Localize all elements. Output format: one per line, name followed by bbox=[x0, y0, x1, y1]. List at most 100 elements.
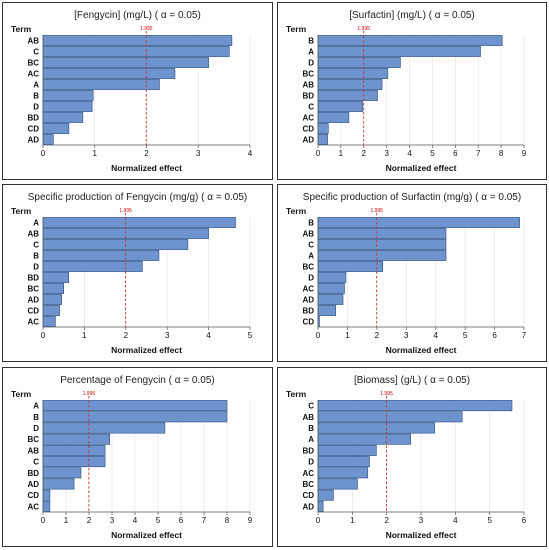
term-label-a: A bbox=[308, 252, 314, 261]
x-tick-label: 8 bbox=[499, 149, 504, 158]
x-tick-label: 2 bbox=[375, 331, 380, 340]
term-label-a: A bbox=[33, 219, 39, 228]
term-label-a: A bbox=[308, 435, 314, 444]
bar-b bbox=[42, 250, 160, 261]
critical-value-label: 1.995 bbox=[140, 26, 153, 32]
critical-value-label: 1.995 bbox=[380, 391, 393, 397]
bar-b bbox=[317, 217, 520, 228]
term-label-b: B bbox=[33, 252, 39, 261]
bar-c bbox=[42, 456, 106, 468]
term-label-ad: AD bbox=[27, 136, 39, 145]
term-label-ac: AC bbox=[27, 502, 39, 511]
x-tick-label: 1 bbox=[345, 331, 350, 340]
term-label-ac: AC bbox=[27, 318, 39, 327]
x-tick-label: 3 bbox=[384, 149, 389, 158]
bar-cd bbox=[42, 489, 51, 501]
chart-specific-fengycin: Specific production of Fengycin (mg/g) (… bbox=[11, 192, 253, 355]
term-label-bd: BD bbox=[302, 446, 314, 455]
bar-ac bbox=[317, 467, 369, 479]
x-tick-label: 5 bbox=[156, 516, 161, 525]
bar-b bbox=[317, 422, 436, 434]
term-label-bd: BD bbox=[27, 274, 39, 283]
bar-d bbox=[317, 272, 347, 283]
x-tick-label: 9 bbox=[522, 149, 527, 158]
x-tick-label: 7 bbox=[202, 516, 207, 525]
bar-bd bbox=[42, 112, 84, 123]
bar-bc bbox=[42, 283, 65, 294]
x-tick-label: 9 bbox=[248, 516, 253, 525]
term-label-ac: AC bbox=[302, 285, 314, 294]
bar-bc bbox=[317, 478, 358, 490]
x-axis-label: Normalized effect bbox=[111, 530, 182, 540]
term-label-ab: AB bbox=[302, 81, 314, 90]
term-label-cd: CD bbox=[27, 125, 39, 134]
term-label-bd: BD bbox=[302, 307, 314, 316]
term-axis-label: Term bbox=[11, 389, 32, 399]
x-axis-label: Normalized effect bbox=[111, 163, 182, 173]
bar-bc bbox=[317, 68, 389, 79]
x-tick-label: 5 bbox=[248, 331, 253, 340]
chart-title: Percentage of Fengycin ( α = 0.05) bbox=[60, 375, 214, 386]
bar-ab bbox=[317, 79, 383, 90]
bar-bd bbox=[317, 305, 336, 316]
critical-value-label: 1.995 bbox=[357, 26, 370, 32]
term-label-d: D bbox=[33, 263, 39, 272]
bar-bc bbox=[42, 433, 110, 445]
term-axis-label: Term bbox=[286, 389, 307, 399]
term-label-c: C bbox=[308, 241, 314, 250]
bar-ac bbox=[42, 316, 56, 327]
bar-c bbox=[317, 239, 447, 250]
bar-bd bbox=[42, 467, 82, 479]
chart-fengycin: [Fengycin] (mg/L) ( α = 0.05)TermABCBCAC… bbox=[11, 10, 253, 173]
chart-title: [Surfactin] (mg/L) ( α = 0.05) bbox=[349, 10, 475, 21]
chart-biomass: [Biomass] (g/L) ( α = 0.05)TermCABBABDDA… bbox=[286, 375, 527, 540]
x-tick-label: 1 bbox=[64, 516, 69, 525]
x-tick-label: 3 bbox=[419, 516, 424, 525]
x-tick-label: 3 bbox=[110, 516, 115, 525]
term-label-ab: AB bbox=[27, 37, 39, 46]
pareto-panel-biomass: [Biomass] (g/L) ( α = 0.05) Term C AB B A BD D A… bbox=[277, 367, 547, 547]
term-label-a: A bbox=[308, 48, 314, 57]
bar-ad bbox=[42, 294, 62, 305]
bar-ad bbox=[317, 500, 324, 512]
bar-cd bbox=[42, 123, 70, 134]
chart-title: Specific production of Surfactin (mg/g) … bbox=[303, 192, 521, 203]
term-label-a: A bbox=[33, 81, 39, 90]
x-tick-label: 2 bbox=[362, 149, 367, 158]
x-tick-label: 4 bbox=[453, 516, 458, 525]
bar-cd bbox=[317, 489, 334, 501]
bar-ab bbox=[317, 411, 463, 423]
chart-title: Specific production of Fengycin (mg/g) (… bbox=[28, 192, 248, 203]
bar-c bbox=[317, 101, 363, 112]
bar-ac bbox=[42, 500, 51, 512]
x-tick-label: 4 bbox=[433, 331, 438, 340]
bar-ac bbox=[317, 112, 350, 123]
bar-d bbox=[317, 456, 370, 468]
x-tick-label: 3 bbox=[196, 149, 201, 158]
bar-ab bbox=[42, 444, 106, 456]
bar-bc bbox=[42, 57, 209, 68]
x-tick-label: 4 bbox=[133, 516, 138, 525]
term-label-ab: AB bbox=[302, 413, 314, 422]
bar-d bbox=[317, 57, 401, 68]
bar-bc bbox=[317, 261, 384, 272]
term-label-d: D bbox=[308, 59, 314, 68]
chart-surfactin: [Surfactin] (mg/L) ( α = 0.05)TermBADBCA… bbox=[286, 10, 527, 173]
critical-value-label: 1.995 bbox=[370, 208, 383, 214]
term-label-b: B bbox=[308, 424, 314, 433]
x-tick-label: 6 bbox=[522, 516, 527, 525]
chart-title: [Fengycin] (mg/L) ( α = 0.05) bbox=[74, 10, 201, 21]
term-label-bd: BD bbox=[27, 114, 39, 123]
x-tick-label: 2 bbox=[384, 516, 389, 525]
chart-percentage-fengycin: Percentage of Fengycin ( α = 0.05)TermAB… bbox=[11, 375, 253, 540]
x-axis-label: Normalized effect bbox=[386, 163, 457, 173]
x-tick-label: 0 bbox=[41, 331, 46, 340]
x-tick-label: 2 bbox=[144, 149, 149, 158]
term-label-d: D bbox=[33, 424, 39, 433]
term-label-b: B bbox=[308, 37, 314, 46]
bar-c bbox=[42, 239, 189, 250]
pareto-panel-fengycin: [Fengycin] (mg/L) ( α = 0.05) Term AB C BC AC… bbox=[2, 2, 273, 180]
term-label-b: B bbox=[308, 219, 314, 228]
bar-a bbox=[42, 217, 236, 228]
bar-ab bbox=[317, 228, 447, 239]
